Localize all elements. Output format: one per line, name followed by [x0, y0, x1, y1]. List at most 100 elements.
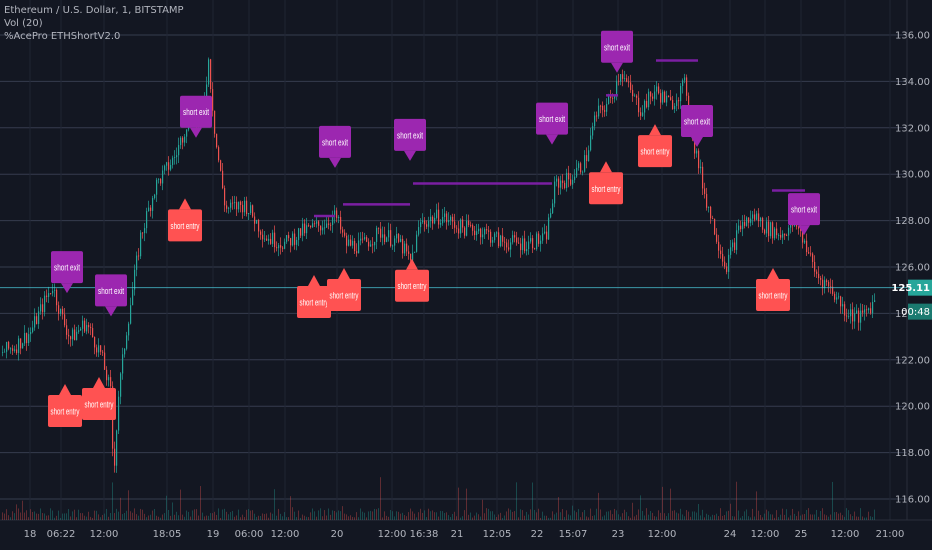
candle-body: [558, 178, 560, 188]
volume-bar: [786, 509, 787, 520]
volume-bar: [628, 516, 629, 520]
short-entry-box: [327, 279, 361, 311]
volume-bar: [830, 514, 831, 520]
volume-bar: [640, 495, 641, 520]
volume-bar: [852, 516, 853, 520]
candle-body: [414, 251, 416, 253]
price-badge: [908, 279, 932, 296]
candle-body: [46, 295, 48, 297]
volume-bar: [234, 516, 235, 520]
volume-bar: [676, 512, 677, 520]
volume-bar: [654, 516, 655, 520]
volume-bar: [776, 510, 777, 520]
candle-body: [150, 207, 152, 211]
candle-body: [570, 179, 572, 185]
candle-body: [116, 430, 118, 466]
volume-bar: [352, 516, 353, 520]
volume-bar: [792, 508, 793, 520]
short-exit-marker: short exit: [51, 251, 83, 294]
strategy-label[interactable]: %AcePro ETHShortV2.0: [4, 31, 121, 42]
candle-body: [600, 105, 602, 107]
candle-body: [336, 210, 338, 219]
volume-bar: [296, 517, 297, 520]
volume-bar: [264, 514, 265, 520]
volume-bar: [642, 510, 643, 520]
volume-bar: [268, 517, 269, 520]
volume-bar: [662, 486, 663, 520]
candle-body: [74, 329, 76, 341]
candle-body: [576, 167, 578, 177]
candle-body: [640, 112, 642, 116]
candle-body: [88, 325, 90, 328]
candle-body: [130, 305, 132, 324]
volume-bar: [772, 514, 773, 520]
short-exit-pointer: [329, 157, 341, 168]
candle-body: [772, 222, 774, 239]
volume-bar: [114, 513, 115, 520]
volume-bar: [758, 510, 759, 520]
candle-body: [334, 210, 336, 218]
volume-bar: [582, 512, 583, 520]
candle-body: [464, 227, 466, 236]
volume-bar: [698, 504, 699, 520]
candle-body: [742, 222, 744, 230]
short-exit-pointer: [105, 306, 117, 317]
volume-bar: [54, 517, 55, 520]
volume-bar: [696, 512, 697, 520]
candle-body: [816, 271, 818, 274]
volume-bar: [94, 510, 95, 520]
volume-bar: [30, 509, 31, 520]
candle-body: [592, 126, 594, 136]
volume-bar: [436, 512, 437, 520]
symbol-title[interactable]: Ethereum / U.S. Dollar, 1, BITSTAMP: [4, 5, 184, 16]
volume-bar: [448, 515, 449, 520]
short-entry-pointer: [179, 198, 191, 210]
candle-body: [494, 233, 496, 241]
candle-body: [388, 230, 390, 238]
candle-body: [156, 179, 158, 195]
volume-bar: [60, 517, 61, 520]
candle-body: [812, 253, 814, 262]
candle-body: [858, 310, 860, 323]
volume-bar: [740, 517, 741, 520]
candle-body: [310, 225, 312, 228]
volume-bar: [230, 512, 231, 520]
candle-body: [856, 310, 858, 314]
candle-body: [144, 228, 146, 234]
candle-body: [476, 231, 478, 236]
x-tick-label: 18: [24, 529, 37, 540]
candle-body: [406, 243, 408, 252]
candle-body: [72, 329, 74, 340]
candle-body: [350, 239, 352, 246]
candle-body: [668, 95, 670, 98]
candle-body: [666, 95, 668, 103]
candle-body: [840, 296, 842, 307]
candle-body: [434, 217, 436, 224]
candle-body: [458, 228, 460, 234]
candle-body: [446, 213, 448, 223]
volume-bar: [160, 517, 161, 520]
candle-body: [80, 328, 82, 331]
volume-bar: [674, 510, 675, 520]
candle-body: [346, 235, 348, 246]
candle-body: [460, 219, 462, 234]
volume-bar: [174, 514, 175, 520]
volume-bar: [418, 512, 419, 520]
short-entry-marker: short entry: [168, 198, 202, 242]
candle-body: [4, 351, 6, 353]
short-exit-marker: short exit: [601, 30, 633, 73]
volume-bar: [140, 508, 141, 520]
volume-bar: [306, 516, 307, 520]
volume-bar: [370, 510, 371, 520]
volume-bar: [40, 508, 41, 520]
volume-bar: [222, 509, 223, 520]
volume-bar: [330, 514, 331, 520]
candle-body: [60, 308, 62, 314]
volume-bar: [312, 508, 313, 520]
volume-bar: [220, 517, 221, 520]
volume-indicator-label[interactable]: Vol (20): [4, 18, 43, 29]
candle-body: [282, 247, 284, 249]
candle-body: [320, 225, 322, 231]
volume-bar: [238, 509, 239, 520]
